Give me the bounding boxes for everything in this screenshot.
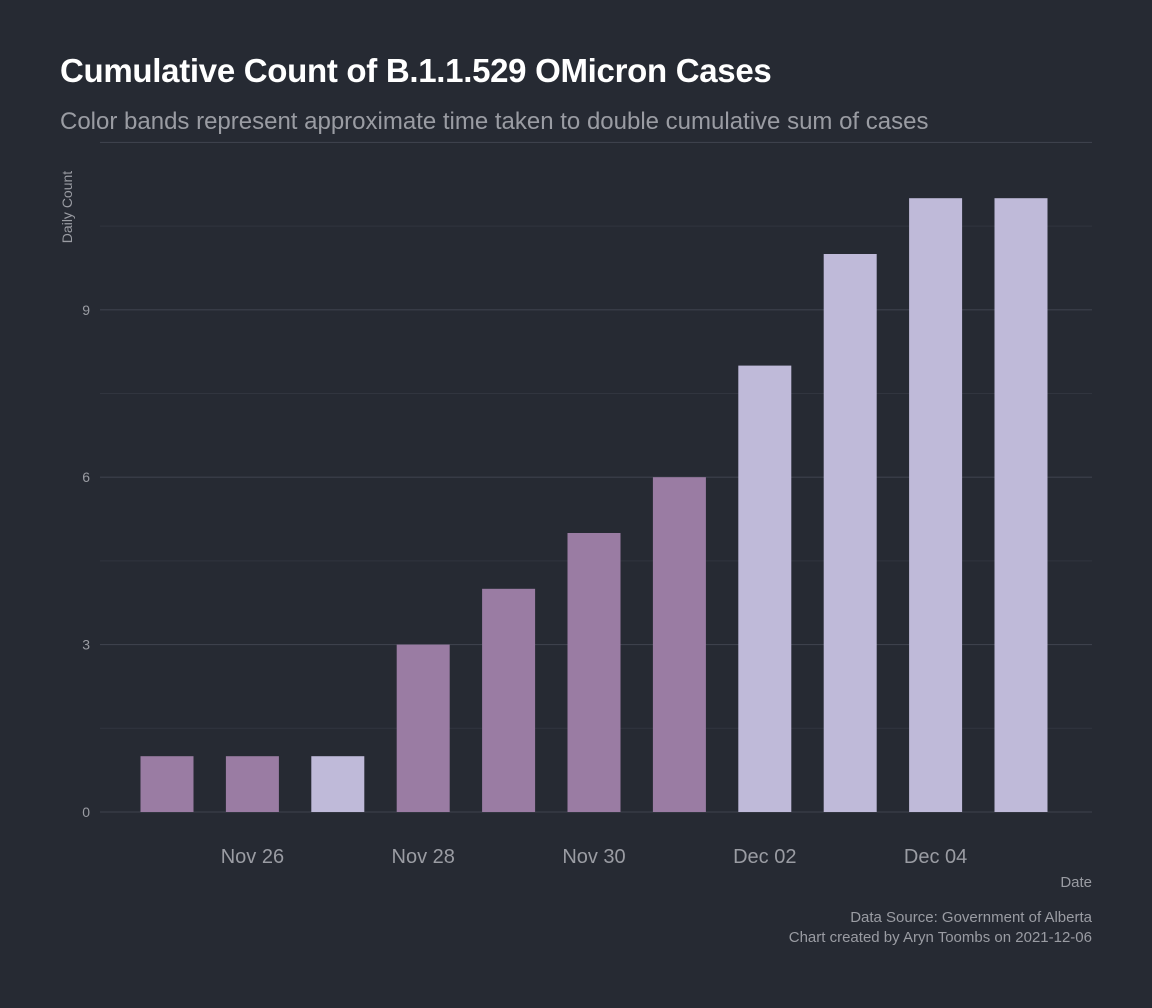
- x-tick-label: Nov 28: [392, 846, 455, 868]
- x-axis-ticks: Nov 26 Nov 28 Nov 30 Dec 02 Dec 04: [221, 846, 968, 868]
- bar-2021-12-01: [652, 477, 706, 812]
- bar-2021-11-28: [396, 644, 450, 812]
- bar-2021-11-26: [225, 756, 279, 812]
- bar-2021-12-05: [994, 198, 1048, 812]
- y-axis-ticks: 0 3 6 9: [82, 302, 90, 820]
- bar-2021-12-03: [823, 254, 877, 812]
- bar-2021-11-29: [482, 588, 536, 812]
- chart-subtitle: Color bands represent approximate time t…: [60, 108, 929, 135]
- bar-2021-11-30: [567, 533, 621, 812]
- credit-text: Chart created by Aryn Toombs on 2021-12-…: [788, 929, 1092, 946]
- bar-2021-11-25: [140, 756, 194, 812]
- chart-title: Cumulative Count of B.1.1.529 OMicron Ca…: [60, 52, 772, 89]
- x-tick-label: Nov 30: [562, 846, 625, 868]
- x-tick-label: Nov 26: [221, 846, 284, 868]
- chart-caption: Data Source: Government of Alberta Chart…: [789, 908, 1092, 948]
- y-tick-label: 9: [82, 302, 90, 318]
- y-tick-label: 6: [82, 469, 90, 485]
- data-source-text: Data Source: Government of Alberta: [850, 909, 1092, 926]
- y-axis-label: Daily Count: [59, 171, 75, 243]
- x-tick-label: Dec 02: [733, 846, 796, 868]
- bar-2021-12-04: [909, 198, 963, 812]
- y-tick-label: 3: [82, 637, 90, 653]
- bar-2021-12-02: [738, 365, 792, 812]
- bars: [140, 198, 1048, 812]
- x-axis-label: Date: [1060, 874, 1092, 891]
- y-tick-label: 0: [82, 804, 90, 820]
- x-tick-label: Dec 04: [904, 846, 967, 868]
- bar-2021-11-27: [311, 756, 365, 812]
